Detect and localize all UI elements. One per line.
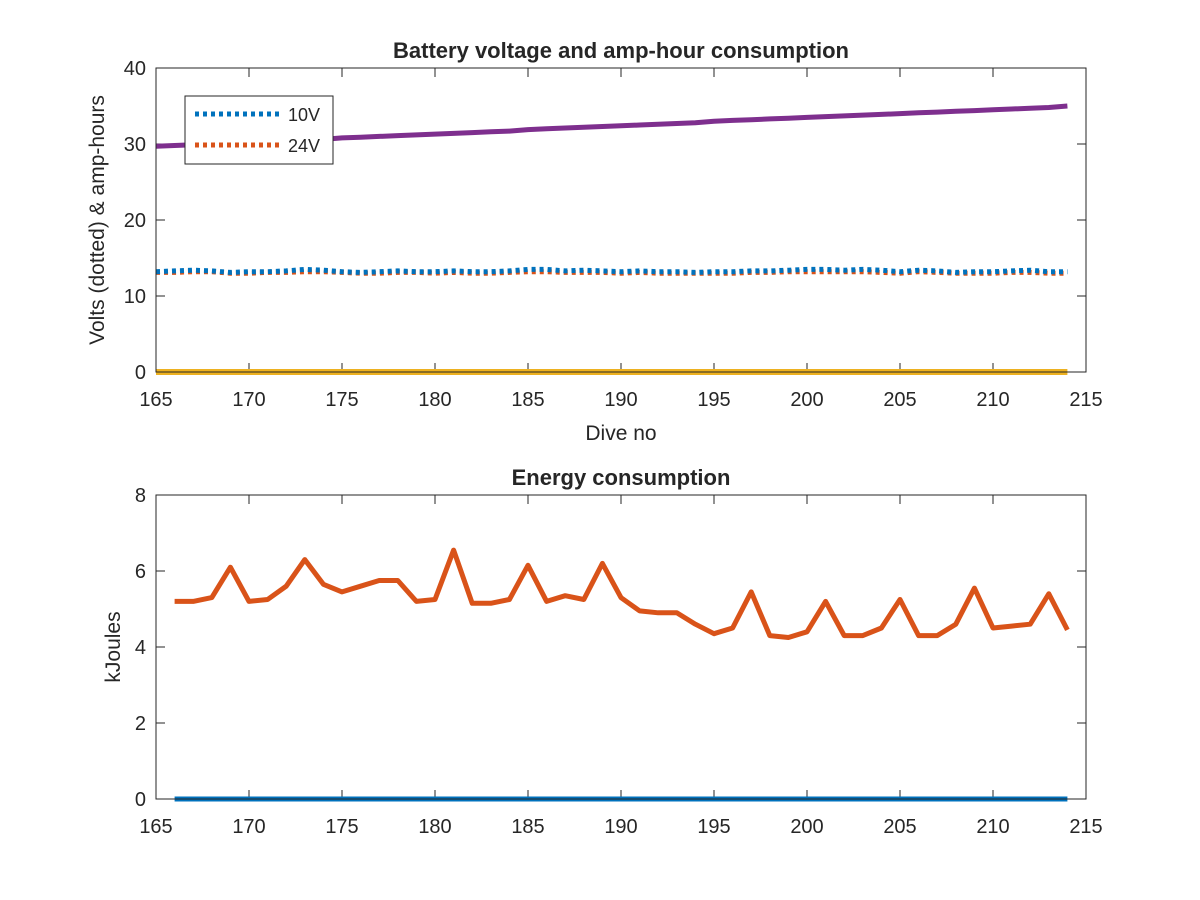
y-tick-label: 10: [124, 286, 146, 308]
plot-area-background: [156, 495, 1086, 799]
x-tick-label: 185: [511, 389, 544, 411]
y-tick-label: 40: [124, 58, 146, 80]
chart-title: Energy consumption: [512, 465, 731, 490]
y-tick-label: 8: [135, 485, 146, 507]
legend-label-10V: 10V: [288, 105, 320, 125]
y-tick-label: 2: [135, 713, 146, 735]
x-tick-label: 170: [232, 816, 265, 838]
y-tick-label: 0: [135, 789, 146, 811]
x-tick-label: 215: [1069, 816, 1102, 838]
y-tick-label: 30: [124, 134, 146, 156]
x-tick-label: 205: [883, 816, 916, 838]
energy-axes: Energy consumption kJoules 165 170 175 180 1…: [102, 465, 1103, 838]
y-axis-label: kJoules: [102, 611, 125, 682]
x-axis-label: Dive no: [585, 422, 656, 445]
x-tick-label: 200: [790, 816, 823, 838]
legend: 10V 24V: [185, 96, 333, 164]
x-tick-label: 180: [418, 389, 451, 411]
y-tick-label: 6: [135, 561, 146, 583]
y-axis-label: Volts (dotted) & amp-hours: [86, 95, 109, 345]
x-tick-label: 165: [139, 389, 172, 411]
x-tick-label: 175: [325, 389, 358, 411]
x-tick-label: 185: [511, 816, 544, 838]
x-tick-label: 180: [418, 816, 451, 838]
y-tick-label: 0: [135, 362, 146, 384]
x-tick-label: 195: [697, 816, 730, 838]
x-tick-label: 190: [604, 816, 637, 838]
x-tick-label: 175: [325, 816, 358, 838]
figure: Battery voltage and amp-hour consumption…: [0, 0, 1200, 900]
y-tick-label: 4: [135, 637, 146, 659]
legend-label-24V: 24V: [288, 136, 320, 156]
x-tick-label: 210: [976, 816, 1009, 838]
voltage-amphour-axes: Battery voltage and amp-hour consumption…: [86, 38, 1103, 445]
x-tick-label: 170: [232, 389, 265, 411]
x-tick-label: 190: [604, 389, 637, 411]
y-tick-label: 20: [124, 210, 146, 232]
chart-title: Battery voltage and amp-hour consumption: [393, 38, 849, 63]
x-tick-label: 215: [1069, 389, 1102, 411]
x-tick-label: 210: [976, 389, 1009, 411]
x-tick-label: 195: [697, 389, 730, 411]
x-tick-label: 200: [790, 389, 823, 411]
x-tick-label: 165: [139, 816, 172, 838]
x-tick-label: 205: [883, 389, 916, 411]
